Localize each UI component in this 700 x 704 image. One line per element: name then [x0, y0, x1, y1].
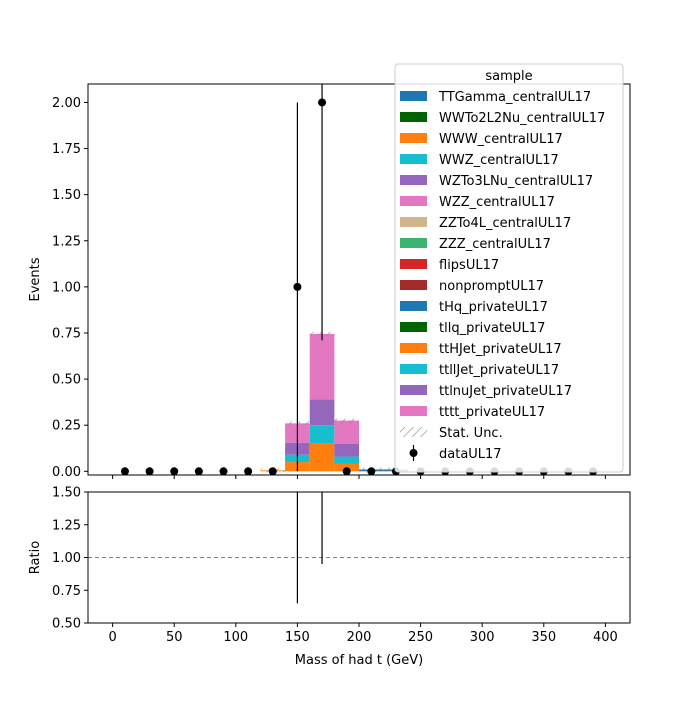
y-tick-label-2: 0.50	[52, 373, 81, 388]
y-tick-label-5: 1.25	[52, 234, 81, 249]
legend-label-8: flipsUL17	[439, 258, 499, 273]
legend-box	[394, 63, 624, 473]
main-panel: 0.00 0.25 0.50 0.75 1.00 1.25 1.50 1.75 2.00 Even…	[28, 83, 631, 480]
ratio-y-tick-label-1: 0.75	[52, 584, 81, 599]
data-point-7	[293, 282, 302, 291]
legend-swatch-4	[400, 175, 427, 185]
legend-label-9: nonpromptUL17	[439, 279, 544, 294]
legend-swatch-10	[400, 301, 427, 311]
x-axis-label: Mass of had t (GeV)	[295, 653, 423, 668]
legend-label-stat-unc: Stat. Unc.	[439, 426, 503, 441]
legend-swatch-9	[400, 280, 427, 290]
bar-ttlnuJet_privateUL17-bin-8	[309, 399, 335, 426]
legend-swatch-13	[400, 364, 427, 374]
y-tick-label-7: 1.75	[52, 142, 81, 157]
legend-title: sample	[485, 69, 532, 84]
data-point-0	[120, 467, 129, 476]
data-point-6	[268, 467, 277, 476]
legend-swatch-7	[400, 238, 427, 248]
bar-tttt_privateUL17-bin-9	[334, 420, 359, 444]
legend-swatch-8	[400, 259, 427, 269]
ratio-y-tick-label-0: 0.50	[52, 617, 81, 632]
legend-label-data: dataUL17	[439, 447, 502, 462]
legend-swatch-0	[400, 91, 427, 101]
x-tick-label-7: 350	[531, 630, 556, 645]
legend-label-11: tllq_privateUL17	[439, 321, 545, 336]
bar-ttllJet_privateUL17-bin-9	[334, 456, 359, 464]
legend-swatch-1	[400, 112, 427, 122]
x-tick-label-1: 50	[166, 630, 183, 645]
x-tick-label-4: 200	[347, 630, 372, 645]
y-tick-label-4: 1.00	[52, 280, 81, 295]
legend-swatch-stat-unc	[400, 427, 427, 437]
data-point-5	[244, 467, 253, 476]
data-point-1	[145, 467, 154, 476]
data-point-9	[342, 467, 351, 476]
x-tick-label-6: 300	[470, 630, 495, 645]
legend: sample TTGamma_centralUL17 WWTo2L2Nu_centr…	[394, 63, 624, 473]
ratio-y-tick-label-4: 1.50	[52, 486, 81, 501]
legend-label-6: ZZTo4L_centralUL17	[439, 216, 571, 231]
data-point-10	[367, 467, 376, 476]
x-tick-label-2: 100	[223, 630, 248, 645]
legend-swatch-5	[400, 196, 427, 206]
x-tick-label-8: 400	[593, 630, 618, 645]
stat-unc-bin-9	[334, 418, 359, 423]
legend-swatch-15	[400, 406, 427, 416]
legend-label-1: WWTo2L2Nu_centralUL17	[439, 111, 605, 126]
y-tick-label-3: 0.75	[52, 326, 81, 341]
legend-swatch-11	[400, 322, 427, 332]
legend-label-13: ttllJet_privateUL17	[439, 363, 559, 378]
legend-label-10: tHq_privateUL17	[439, 300, 548, 315]
bar-ttllJet_privateUL17-bin-8	[309, 425, 335, 444]
legend-swatch-2	[400, 133, 427, 143]
legend-label-14: ttlnuJet_privateUL17	[439, 384, 572, 399]
y-tick-label-1: 0.25	[52, 419, 81, 434]
y-axis-label: Events	[28, 257, 43, 301]
data-point-8	[318, 98, 327, 107]
legend-label-3: WWZ_centralUL17	[439, 153, 559, 168]
legend-swatch-6	[400, 217, 427, 227]
data-point-3	[194, 467, 203, 476]
stacked-bars	[260, 331, 409, 473]
legend-swatch-3	[400, 154, 427, 164]
bar-ttHJet_privateUL17-bin-8	[309, 443, 335, 472]
legend-swatch-12	[400, 343, 427, 353]
x-tick-label-3: 150	[285, 630, 310, 645]
legend-swatch-14	[400, 385, 427, 395]
x-tick-label-0: 0	[108, 630, 116, 645]
y-tick-label-6: 1.50	[52, 188, 81, 203]
legend-label-4: WZTo3LNu_centralUL17	[439, 174, 593, 189]
legend-data-marker	[409, 449, 418, 457]
bar-tttt_privateUL17-bin-8	[309, 333, 335, 400]
legend-label-7: ZZZ_centralUL17	[439, 237, 551, 252]
ratio-panel: 0.50 0.75 1.00 1.25 1.50 0 50 100 150 200 250 300 35…	[28, 486, 631, 668]
legend-label-5: WZZ_centralUL17	[439, 195, 555, 210]
y-tick-label-8: 2.00	[52, 96, 81, 111]
y-tick-label-0: 0.00	[52, 465, 81, 480]
ratio-y-axis-label: Ratio	[28, 541, 43, 574]
ratio-axes-frame	[87, 491, 631, 624]
ratio-y-tick-label-3: 1.25	[52, 518, 81, 533]
legend-label-15: tttt_privateUL17	[439, 405, 545, 420]
bar-ttlnuJet_privateUL17-bin-9	[334, 443, 359, 457]
x-tick-label-5: 250	[408, 630, 433, 645]
ratio-y-tick-label-2: 1.00	[52, 551, 81, 566]
legend-label-2: WWW_centralUL17	[439, 132, 563, 147]
legend-label-12: ttHJet_privateUL17	[439, 342, 562, 357]
data-point-2	[170, 467, 179, 476]
legend-label-0: TTGamma_centralUL17	[438, 90, 591, 105]
data-point-4	[219, 467, 228, 476]
